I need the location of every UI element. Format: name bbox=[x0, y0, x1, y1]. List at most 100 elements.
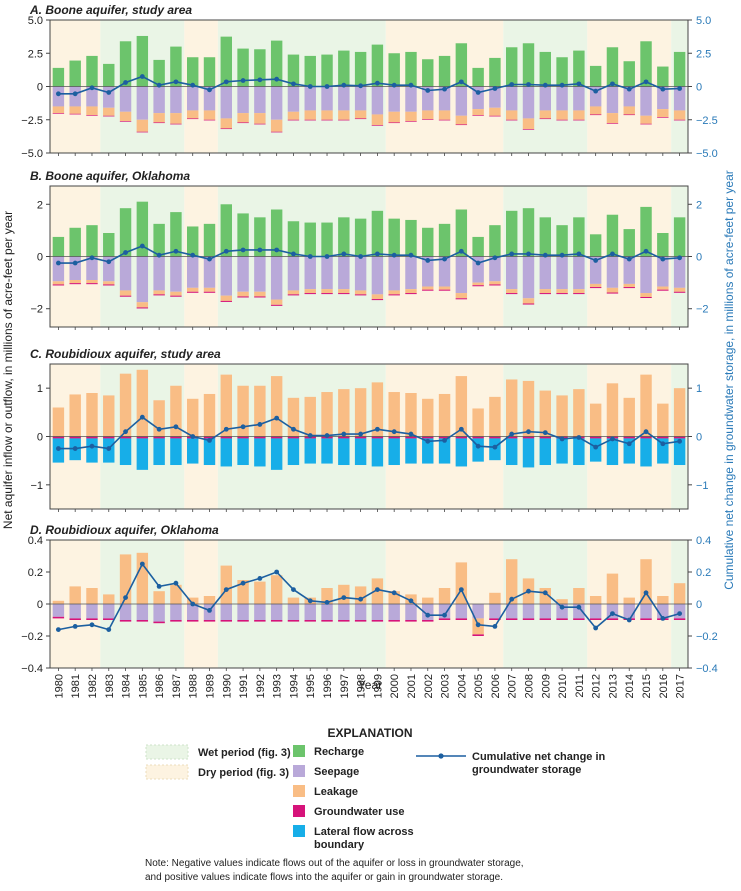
bar-recharge bbox=[589, 65, 602, 87]
bar-recharge bbox=[422, 59, 434, 87]
panel-frame bbox=[49, 363, 689, 510]
bar-leakage bbox=[187, 597, 199, 604]
bar-leakage bbox=[623, 283, 635, 288]
bar-gwuse bbox=[304, 620, 316, 622]
bar-seepage bbox=[69, 256, 81, 280]
bar-leakage bbox=[170, 584, 182, 604]
y-tick-label-right: −0.4 bbox=[696, 663, 718, 675]
bar-seepage bbox=[187, 604, 199, 620]
bar-leakage bbox=[489, 281, 501, 285]
x-tick-label: 1986 bbox=[154, 674, 166, 698]
bar-leakage bbox=[606, 287, 619, 293]
legend-cumulative-marker-icon bbox=[438, 753, 444, 759]
cumulative-point bbox=[358, 254, 364, 259]
cumulative-point bbox=[307, 598, 313, 604]
cumulative-point bbox=[123, 80, 128, 85]
bar-gwuse bbox=[455, 436, 468, 439]
bar-gwuse bbox=[522, 129, 535, 130]
cumulative-point bbox=[123, 250, 128, 255]
bar-seepage bbox=[522, 86, 535, 119]
bar-leakage bbox=[657, 596, 669, 604]
bar-gwuse bbox=[69, 436, 81, 439]
bar-gwuse bbox=[270, 304, 283, 306]
bar-leakage bbox=[354, 388, 367, 437]
bar-leakage bbox=[187, 110, 199, 119]
bar-gwuse bbox=[472, 436, 484, 439]
cumulative-point bbox=[173, 79, 179, 85]
cumulative-point bbox=[156, 82, 162, 88]
y-tick-label-right: 5.0 bbox=[696, 15, 711, 27]
bar-gwuse bbox=[270, 436, 283, 439]
bar-leakage bbox=[506, 110, 518, 120]
bar-leakage bbox=[254, 581, 266, 604]
cumulative-point bbox=[106, 90, 112, 95]
bar-leakage bbox=[304, 396, 316, 437]
bar-gwuse bbox=[52, 284, 65, 286]
x-tick-label: 2008 bbox=[524, 674, 536, 698]
bar-gwuse bbox=[119, 121, 132, 122]
bar-gwuse bbox=[237, 122, 249, 124]
cumulative-point bbox=[156, 426, 162, 432]
cumulative-point bbox=[559, 252, 565, 258]
bar-leakage bbox=[556, 599, 568, 604]
bar-seepage bbox=[539, 604, 551, 619]
y-tick-label-left: −5.0 bbox=[21, 148, 43, 160]
bar-seepage bbox=[119, 86, 132, 112]
cumulative-point bbox=[458, 248, 464, 254]
bar-leakage bbox=[573, 389, 585, 437]
bar-gwuse bbox=[405, 436, 417, 439]
bar-seepage bbox=[539, 256, 551, 290]
bar-gwuse bbox=[455, 298, 468, 300]
bar-leakage bbox=[388, 591, 400, 604]
x-tick-label: 2010 bbox=[557, 674, 569, 698]
x-tick-label: 1985 bbox=[137, 674, 149, 698]
bar-leakage bbox=[287, 111, 300, 120]
y-tick-label-left: 2.5 bbox=[28, 48, 43, 60]
bar-seepage bbox=[86, 604, 98, 619]
bar-seepage bbox=[338, 604, 350, 620]
cumulative-point bbox=[610, 611, 615, 616]
bar-seepage bbox=[119, 256, 132, 291]
bar-gwuse bbox=[422, 620, 434, 622]
cumulative-point bbox=[458, 587, 464, 592]
bar-leakage bbox=[556, 110, 568, 120]
bar-gwuse bbox=[254, 296, 266, 298]
bar-leakage bbox=[640, 374, 652, 437]
chart-panel-3: C. Roubidioux aquifer, study area −1 −1 0 0 1… bbox=[30, 347, 709, 512]
bar-seepage bbox=[136, 86, 149, 120]
bar-gwuse bbox=[287, 294, 300, 296]
bar-leakage bbox=[589, 283, 602, 288]
bar-gwuse bbox=[103, 436, 115, 439]
x-tick-label: 2015 bbox=[641, 674, 653, 698]
x-tick-label: 1981 bbox=[70, 674, 82, 698]
bar-seepage bbox=[489, 86, 501, 108]
cumulative-point bbox=[223, 426, 229, 432]
bar-lateral bbox=[438, 438, 451, 464]
bar-gwuse bbox=[354, 620, 367, 622]
cumulative-point bbox=[374, 251, 380, 257]
x-tick-label: 2005 bbox=[473, 674, 485, 698]
bar-leakage bbox=[136, 369, 149, 437]
bar-gwuse bbox=[187, 118, 199, 120]
chart-panel-1: A. Boone aquifer, study area −5.0 −5.0 −2.5… bbox=[21, 3, 717, 160]
bar-seepage bbox=[573, 86, 585, 111]
bar-lateral bbox=[187, 438, 199, 464]
x-tick-label: 2011 bbox=[574, 674, 586, 698]
legend-cumulative-label: Cumulative net change in bbox=[472, 751, 606, 763]
cumulative-point bbox=[643, 248, 649, 254]
cumulative-point bbox=[274, 247, 280, 253]
bar-gwuse bbox=[220, 620, 232, 622]
bar-gwuse bbox=[472, 115, 484, 116]
bar-gwuse bbox=[203, 436, 216, 439]
bar-seepage bbox=[556, 256, 568, 290]
bar-leakage bbox=[86, 393, 98, 437]
cumulative-point bbox=[257, 77, 263, 83]
cumulative-point bbox=[576, 435, 582, 440]
x-tick-label: 1983 bbox=[104, 674, 116, 698]
bar-gwuse bbox=[220, 436, 232, 439]
bar-gwuse bbox=[388, 294, 400, 296]
bar-gwuse bbox=[556, 618, 568, 620]
bar-seepage bbox=[170, 86, 182, 114]
cumulative-point bbox=[358, 596, 364, 602]
cumulative-point bbox=[374, 587, 380, 592]
